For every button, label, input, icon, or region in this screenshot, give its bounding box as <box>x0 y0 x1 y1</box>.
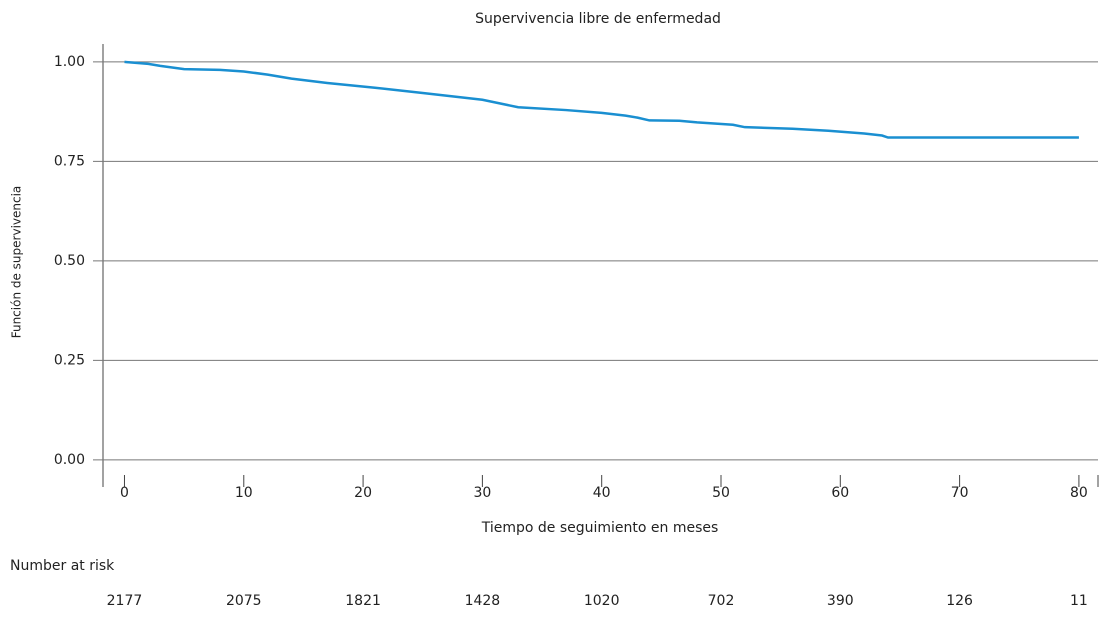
at-risk-value: 2177 <box>107 593 143 609</box>
x-tick-label: 30 <box>473 485 491 501</box>
y-tick-label: 0.50 <box>54 253 85 269</box>
at-risk-value: 390 <box>827 593 854 609</box>
at-risk-value: 1428 <box>465 593 501 609</box>
x-tick-label: 40 <box>593 485 611 501</box>
x-axis-label: Tiempo de seguimiento en meses <box>481 520 719 536</box>
x-tick-label: 80 <box>1070 485 1088 501</box>
at-risk-value: 1020 <box>584 593 620 609</box>
at-risk-value: 1821 <box>345 593 381 609</box>
y-tick-label: 0.00 <box>54 452 85 468</box>
x-tick-label: 70 <box>951 485 969 501</box>
at-risk-value: 11 <box>1070 593 1088 609</box>
y-tick-label: 0.25 <box>54 352 85 368</box>
x-tick-label: 20 <box>354 485 372 501</box>
x-tick-label: 50 <box>712 485 730 501</box>
y-tick-label: 0.75 <box>54 153 85 169</box>
survival-line <box>124 60 1079 139</box>
at-risk-value: 2075 <box>226 593 262 609</box>
x-tick-label: 60 <box>831 485 849 501</box>
at-risk-title: Number at risk <box>10 558 115 574</box>
x-tick-label: 10 <box>235 485 253 501</box>
y-axis-label: Función de supervivencia <box>10 186 24 339</box>
x-tick-label: 0 <box>120 485 129 501</box>
at-risk-value: 702 <box>708 593 735 609</box>
y-tick-label: 1.00 <box>54 54 85 70</box>
chart-title: Supervivencia libre de enfermedad <box>475 11 721 27</box>
at-risk-value: 126 <box>946 593 973 609</box>
